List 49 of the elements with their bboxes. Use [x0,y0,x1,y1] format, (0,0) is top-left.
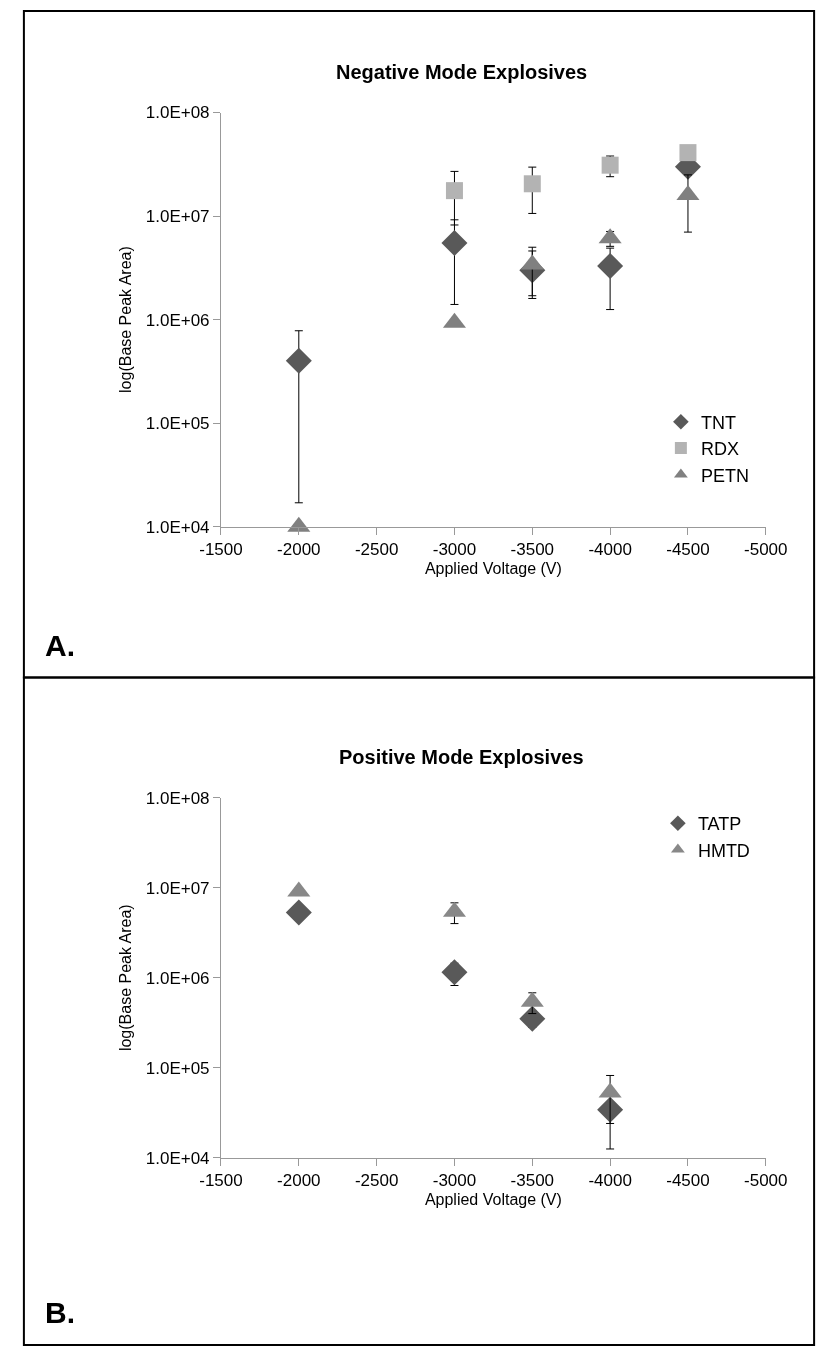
point [441,959,468,986]
point [597,252,624,279]
y-tick-label: 1.0E+04 [145,517,210,537]
y-tick-label: 1.0E+05 [145,414,210,434]
legend-label: TNT [700,412,736,433]
chart-title: Negative Mode Explosives [336,61,588,83]
legend-label: TATP [697,814,742,835]
y-tick-label: 1.0E+06 [145,310,210,330]
x-tick-label: -1500 [199,1171,243,1191]
text: A. [45,629,75,662]
legend-label: HMTD [697,840,750,861]
y-tick-label: 1.0E+07 [145,878,210,898]
point [445,182,463,200]
legend-label: RDX [700,439,739,460]
point [523,175,541,193]
x-tick-label: -5000 [744,1171,788,1191]
y-tick-label: 1.0E+08 [145,788,210,808]
point [601,156,619,174]
point [679,144,697,162]
x-tick-label: -4500 [666,540,710,560]
y-tick-label: 1.0E+08 [145,103,210,123]
x-tick-label: -4000 [588,540,632,560]
x-tick-label: -2000 [277,1171,321,1191]
chart-title: Positive Mode Explosives [339,746,584,768]
x-axis-title: Applied Voltage (V) [424,1190,562,1208]
point [285,347,312,374]
x-tick-label: -4000 [588,1171,632,1191]
x-tick-label: -3000 [432,540,477,560]
point [285,899,312,926]
legend-label: PETN [700,465,749,486]
point [441,229,468,256]
y-tick-label: 1.0E+04 [145,1148,210,1168]
x-tick-label: -3000 [432,1171,477,1191]
y-tick-label: 1.0E+07 [145,207,210,227]
y-axis-title: log(Base Peak Area) [116,904,134,1052]
x-tick-label: -3500 [510,540,555,560]
y-tick-label: 1.0E+06 [145,968,210,988]
x-tick-label: -2000 [277,540,321,560]
x-axis-title: Applied Voltage (V) [424,559,562,577]
x-tick-label: -2500 [354,1171,399,1191]
x-tick-label: -5000 [744,540,788,560]
x-tick-label: -3500 [510,1171,555,1191]
y-axis-title: log(Base Peak Area) [116,246,134,393]
x-tick-label: -4500 [666,1171,710,1191]
point [519,1005,546,1032]
x-tick-label: -2500 [354,540,399,560]
text: B. [45,1296,75,1329]
y-tick-label: 1.0E+05 [145,1058,210,1078]
x-tick-label: -1500 [199,540,243,560]
